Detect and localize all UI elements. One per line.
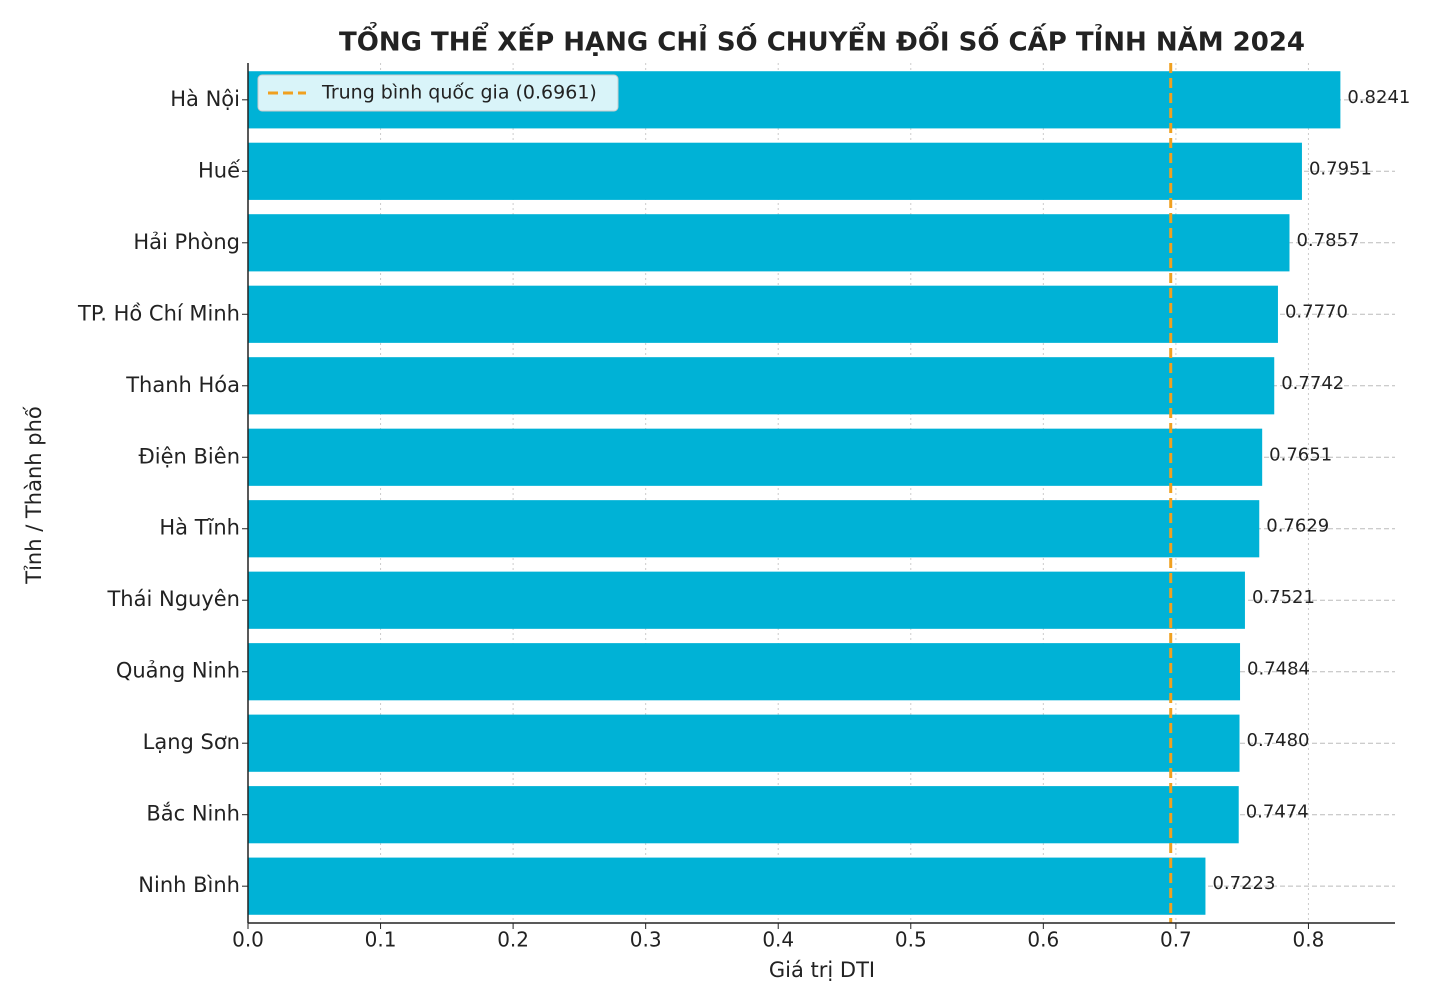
value-label: 0.7223 bbox=[1212, 873, 1275, 894]
value-label: 0.7951 bbox=[1309, 158, 1372, 179]
bar bbox=[248, 786, 1239, 844]
x-tick-label: 0.1 bbox=[365, 928, 397, 952]
value-label: 0.7521 bbox=[1252, 587, 1315, 608]
bar bbox=[248, 428, 1263, 486]
x-tick-label: 0.2 bbox=[497, 928, 529, 952]
bar bbox=[248, 643, 1241, 701]
value-label: 0.7480 bbox=[1247, 730, 1310, 751]
legend-box bbox=[257, 74, 619, 112]
y-tick-label: Thanh Hóa bbox=[125, 373, 240, 397]
x-tick-label: 0.4 bbox=[762, 928, 794, 952]
bar bbox=[248, 571, 1245, 629]
bar bbox=[248, 285, 1278, 343]
value-label: 0.7742 bbox=[1281, 373, 1344, 394]
x-tick-label: 0.3 bbox=[630, 928, 662, 952]
x-tick-label: 0.7 bbox=[1160, 928, 1192, 952]
value-label: 0.8241 bbox=[1347, 87, 1410, 108]
y-tick-label: Lạng Sơn bbox=[143, 730, 240, 754]
y-tick-label: TP. Hồ Chí Minh bbox=[77, 301, 240, 325]
y-tick-label: Quảng Ninh bbox=[116, 659, 240, 683]
y-tick-label: Bắc Ninh bbox=[146, 802, 240, 826]
bar bbox=[248, 214, 1290, 272]
y-tick-label: Hà Nội bbox=[170, 87, 240, 111]
value-label: 0.7651 bbox=[1269, 444, 1332, 465]
bar bbox=[248, 857, 1206, 915]
value-label: 0.7857 bbox=[1296, 230, 1359, 251]
x-tick-label: 0.6 bbox=[1027, 928, 1059, 952]
value-label: 0.7474 bbox=[1246, 802, 1309, 823]
bar bbox=[248, 714, 1240, 772]
y-tick-label: Hải Phòng bbox=[133, 230, 240, 254]
x-tick-label: 0.5 bbox=[895, 928, 927, 952]
x-tick-label: 0.0 bbox=[232, 928, 264, 952]
y-axis-label: Tỉnh / Thành phố bbox=[22, 406, 46, 585]
y-tick-label: Huế bbox=[198, 158, 240, 182]
y-tick-label: Điện Biên bbox=[139, 444, 240, 468]
y-tick-label: Thái Nguyên bbox=[106, 587, 240, 611]
bar bbox=[248, 142, 1302, 200]
bar bbox=[248, 357, 1275, 415]
value-label: 0.7770 bbox=[1285, 301, 1348, 322]
bar bbox=[248, 500, 1260, 558]
value-label: 0.7629 bbox=[1266, 516, 1329, 537]
y-tick-label: Ninh Bình bbox=[138, 873, 240, 897]
value-label: 0.7484 bbox=[1247, 659, 1310, 680]
chart-title: TỔNG THỂ XẾP HẠNG CHỈ SỐ CHUYỂN ĐỔI SỐ C… bbox=[339, 20, 1305, 58]
x-axis-label: Giá trị DTI bbox=[769, 958, 875, 982]
x-tick-label: 0.8 bbox=[1293, 928, 1325, 952]
legend-label: Trung bình quốc gia (0.6961) bbox=[321, 82, 597, 104]
y-tick-label: Hà Tĩnh bbox=[159, 516, 240, 540]
